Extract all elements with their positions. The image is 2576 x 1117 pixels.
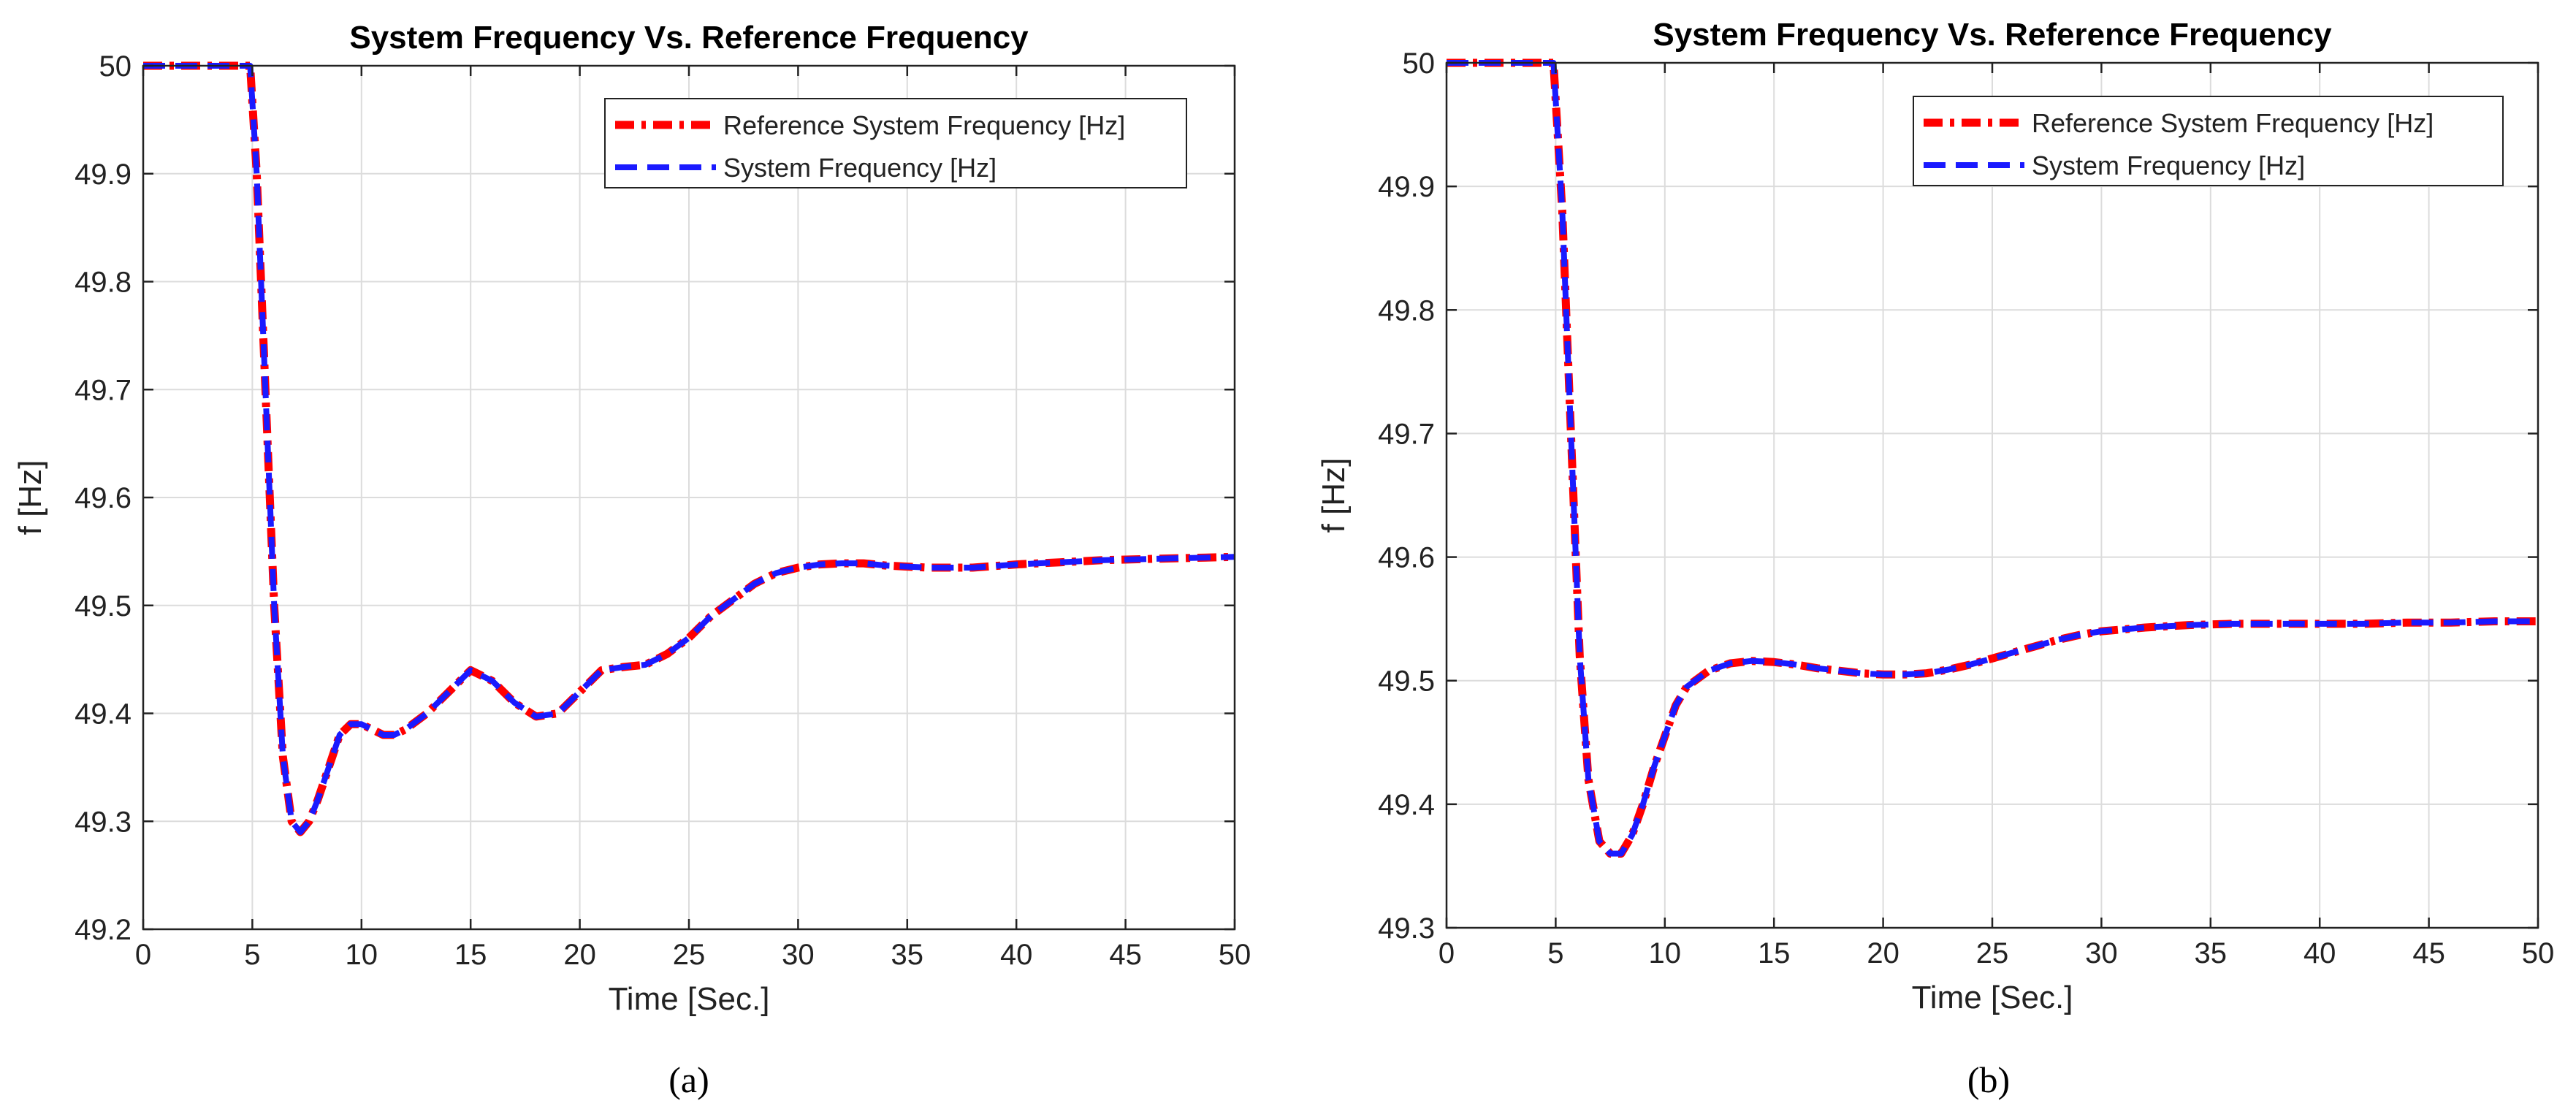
- x-tick-label: 50: [1219, 939, 1251, 971]
- x-tick-label: 25: [673, 939, 706, 971]
- x-tick-label: 5: [244, 939, 260, 971]
- y-axis-label: f [Hz]: [1316, 458, 1352, 533]
- series-line-system: [143, 63, 1235, 835]
- panel-caption: (b): [1967, 1059, 2010, 1100]
- y-tick-label: 49.9: [75, 159, 132, 191]
- y-tick-label: 49.9: [1378, 171, 1435, 203]
- legend-box: [604, 98, 1187, 188]
- y-tick-label: 49.4: [1378, 789, 1435, 821]
- x-tick-label: 45: [2412, 937, 2445, 969]
- y-axis-label: f [Hz]: [12, 460, 48, 535]
- chart-panel-a: 0 5 10 15 20 25 30 35 40 45 50 49.2 49.3 49.4 49.5 49.6…: [12, 20, 1251, 1100]
- chart-panel-b: 0 5 10 15 20 25 30 35 40 45 50 49.3 49.4 49.5 49.6 49.7…: [1316, 17, 2554, 1100]
- y-tick-label: 49.6: [75, 482, 132, 514]
- y-tick-label: 49.7: [75, 374, 132, 406]
- x-tick-label: 35: [2195, 937, 2228, 969]
- x-tick-label: 20: [563, 939, 596, 971]
- panel-caption: (a): [668, 1059, 709, 1100]
- x-tick-label: 15: [1758, 937, 1791, 969]
- chart-title: System Frequency Vs. Reference Frequency: [349, 20, 1029, 56]
- y-tick-label: 49.2: [75, 914, 132, 946]
- x-tick-label: 5: [1547, 937, 1563, 969]
- y-tick-label: 49.8: [1378, 294, 1435, 327]
- y-tick-label: 49.5: [75, 590, 132, 622]
- x-axis-label: Time [Sec.]: [609, 981, 770, 1017]
- y-tick-label: 49.6: [1378, 542, 1435, 574]
- x-tick-label: 35: [891, 939, 924, 971]
- x-tick-label: 30: [782, 939, 815, 971]
- legend: Reference System Frequency [Hz] System Fr…: [1913, 96, 2504, 186]
- legend-label: Reference System Frequency [Hz]: [2032, 108, 2434, 138]
- y-tick-label: 50: [99, 50, 132, 83]
- y-tick-label: 49.7: [1378, 418, 1435, 450]
- y-tick-label: 49.8: [75, 267, 132, 299]
- x-tick-label: 30: [2085, 937, 2118, 969]
- x-tick-label: 20: [1867, 937, 1899, 969]
- x-axis-label: Time [Sec.]: [1912, 980, 2073, 1015]
- legend-label: Reference System Frequency [Hz]: [723, 110, 1125, 140]
- x-tick-label: 45: [1109, 939, 1142, 971]
- x-tick-label: 50: [2522, 937, 2555, 969]
- legend: Reference System Frequency [Hz] System Fr…: [604, 98, 1187, 188]
- x-tick-label: 10: [346, 939, 378, 971]
- x-tick-label: 0: [1438, 937, 1455, 969]
- y-tick-label: 49.3: [1378, 912, 1435, 945]
- x-tick-label: 40: [1000, 939, 1033, 971]
- y-tick-label: 49.5: [1378, 666, 1435, 698]
- x-tick-label: 0: [135, 939, 151, 971]
- legend-label: System Frequency [Hz]: [2032, 150, 2305, 180]
- x-tick-label: 15: [454, 939, 487, 971]
- legend-label: System Frequency [Hz]: [723, 153, 997, 183]
- chart-title: System Frequency Vs. Reference Frequency: [1653, 17, 2332, 53]
- series-line-system: [1447, 60, 2538, 857]
- legend-box: [1913, 96, 2504, 186]
- y-tick-label: 49.3: [75, 806, 132, 838]
- x-tick-label: 10: [1649, 937, 1682, 969]
- x-tick-label: 25: [1976, 937, 2009, 969]
- y-tick-label: 50: [1403, 47, 1436, 80]
- y-tick-label: 49.4: [75, 698, 132, 731]
- x-tick-label: 40: [2303, 937, 2336, 969]
